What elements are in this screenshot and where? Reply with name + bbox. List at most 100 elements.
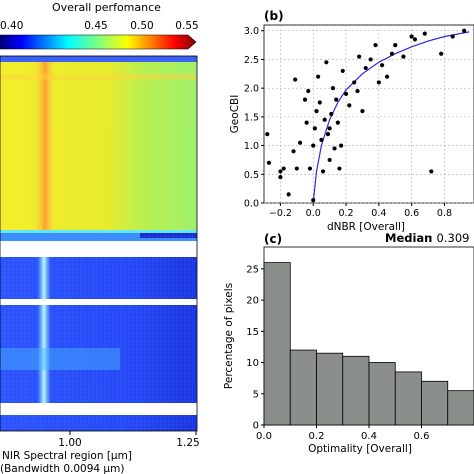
scatter-point <box>316 74 321 79</box>
scatter-point <box>307 166 313 171</box>
panel-c-xlabel: Optimality [Overall] <box>308 443 412 455</box>
scatter-point <box>384 74 390 79</box>
panel-c-x-tick-label: 0.6 <box>414 431 430 442</box>
scatter-point <box>409 34 414 39</box>
scatter-point <box>393 42 398 48</box>
scatter-point <box>363 65 368 71</box>
scatter-point <box>302 97 308 102</box>
panel-c-x-tick-label: 0.4 <box>361 431 377 442</box>
panel-c-y-tick-label: 15 <box>246 327 259 338</box>
panel-b-x-tick-label: 0.6 <box>404 208 419 219</box>
panel-c-ticks: 0.0 0.2 0.4 0.6 0 5 10 15 20 25 <box>246 264 429 442</box>
panel-b-y-tick-label: 2.0 <box>244 84 259 95</box>
scatter-point <box>317 100 322 105</box>
histogram-bar <box>447 390 474 426</box>
panel-b: (b) −0.2 0.0 0.2 0.4 0.6 0.8 0.0 0.5 1.0 1.5 2.0 2.… <box>229 9 474 233</box>
scatter-point <box>281 166 286 171</box>
scatter-point <box>330 86 336 91</box>
scatter-point <box>286 192 291 197</box>
histogram-bar <box>394 371 422 426</box>
scatter-point <box>340 68 345 74</box>
scatter-point <box>319 137 324 142</box>
panel-c-x-tick-label: 0.0 <box>256 431 272 442</box>
panel-b-ylabel: GeoCBI <box>229 95 241 134</box>
scatter-point <box>347 103 352 108</box>
median-value: : 0.309 <box>429 231 469 245</box>
scatter-point <box>314 109 319 114</box>
median-label: Median <box>385 231 432 245</box>
scatter-point <box>352 80 357 85</box>
panel-b-x-tick-label: 0.2 <box>338 208 353 219</box>
histogram-bar <box>421 380 449 426</box>
scatter-point <box>401 54 406 59</box>
scatter-point <box>412 37 418 42</box>
scatter-point <box>327 126 332 131</box>
heatmap-frame <box>0 55 198 432</box>
heatmap-x-tick-label: 1.00 <box>58 437 81 449</box>
scatter-point <box>462 28 467 33</box>
panel-b-label: (b) <box>264 9 284 23</box>
scatter-point <box>450 34 455 39</box>
panel-b-y-tick-label: 3.0 <box>244 26 259 37</box>
scatter-point <box>312 126 317 131</box>
panel-b-y-tick-label: 0.0 <box>244 199 259 210</box>
scatter-point <box>266 160 272 165</box>
scatter-point <box>339 143 344 148</box>
scatter-point <box>376 80 381 85</box>
heatmap-x-tick-label: 1.25 <box>176 437 199 449</box>
histogram-bars <box>263 262 474 426</box>
colorbar-gradient <box>0 34 197 50</box>
scatter-point <box>311 198 316 203</box>
panel-c-y-tick-label: 10 <box>246 358 259 369</box>
panel-b-y-tick-label: 1.0 <box>244 141 259 152</box>
scatter-point <box>291 149 296 154</box>
scatter-point <box>368 57 373 62</box>
scatter-point <box>429 169 434 174</box>
heatmap-panel: 1.00 1.25 NIR Spectral region [μm] (Band… <box>0 55 200 474</box>
histogram-bar <box>316 352 344 426</box>
panel-b-x-tick-label: 0.8 <box>437 208 452 219</box>
scatter-point <box>265 131 270 137</box>
histogram-bar <box>289 349 317 426</box>
colorbar-tick-label: 0.45 <box>84 20 107 32</box>
scatter-point <box>332 146 337 151</box>
heatmap-xlabel: NIR Spectral region [μm] <box>2 450 132 462</box>
histogram-bar <box>263 262 291 426</box>
colorbar: Overall perfomance 0.40 0.45 0.50 0.55 <box>0 1 199 50</box>
panel-b-y-tick-label: 1.5 <box>244 112 259 123</box>
panel-b-x-tick-label: 0.0 <box>306 208 321 219</box>
scatter-point <box>373 42 378 48</box>
panel-b-gridlines <box>264 25 474 204</box>
panel-c-y-tick-label: 5 <box>253 389 259 400</box>
scatter-point <box>337 166 342 171</box>
panel-c-ylabel: Percentage of pixels <box>223 283 235 389</box>
panel-c-label: (c) <box>264 232 282 246</box>
panel-b-xlabel: dNBR [Overall] <box>327 221 405 233</box>
scatter-point <box>334 97 339 102</box>
fit-curve <box>312 31 470 204</box>
panel-c: (c) Median : 0.309 0.0 0.2 0.4 0.6 0 5 10 15 20 2… <box>223 231 474 455</box>
scatter-point <box>278 169 283 174</box>
histogram-bar <box>368 362 396 426</box>
scatter-point <box>324 60 329 65</box>
scatter-point <box>355 88 360 94</box>
panel-b-x-tick-label: 0.4 <box>371 208 386 219</box>
scatter-point <box>278 175 283 180</box>
scatter-point <box>329 111 334 117</box>
heatmap-grid <box>0 56 197 431</box>
colorbar-label: Overall perfomance <box>52 1 161 14</box>
scatter-point <box>360 109 365 114</box>
panel-c-y-tick-label: 25 <box>246 264 259 275</box>
scatter-point <box>304 120 309 125</box>
panel-b-y-tick-label: 2.5 <box>244 55 259 66</box>
scatter-point <box>325 131 331 137</box>
scatter-point <box>322 117 327 122</box>
scatter-point <box>389 51 395 56</box>
scatter-point <box>343 91 349 97</box>
histogram-bar <box>342 355 370 426</box>
panel-c-y-tick-label: 0 <box>253 421 259 432</box>
panel-b-frame <box>263 24 474 204</box>
scatter-point <box>335 120 340 125</box>
colorbar-tick-label: 0.55 <box>175 20 198 32</box>
colorbar-tick-label: 0.50 <box>130 20 153 32</box>
